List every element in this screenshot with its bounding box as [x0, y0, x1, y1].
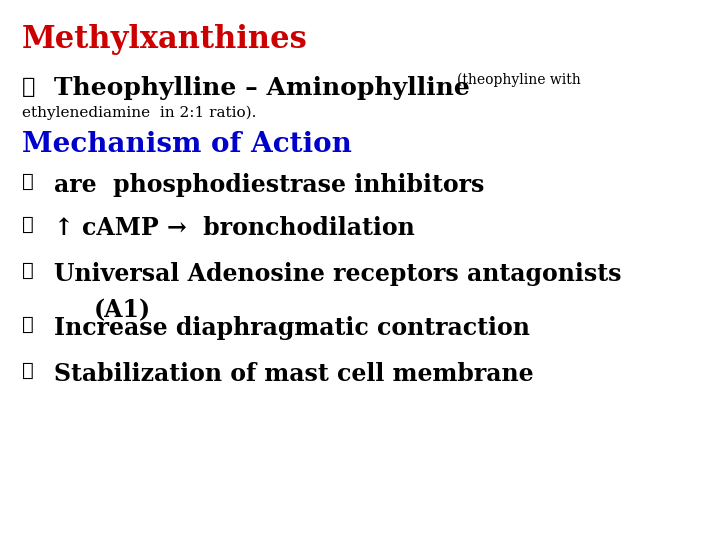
Text: ➤: ➤: [22, 362, 33, 380]
Text: ↑ cAMP →  bronchodilation: ↑ cAMP → bronchodilation: [54, 216, 415, 240]
Text: Theophylline – Aminophylline: Theophylline – Aminophylline: [54, 76, 470, 99]
Text: ➤: ➤: [22, 262, 33, 280]
Text: ➤: ➤: [22, 216, 33, 234]
Text: ethylenediamine  in 2:1 ratio).: ethylenediamine in 2:1 ratio).: [22, 105, 256, 120]
Text: Increase diaphragmatic contraction: Increase diaphragmatic contraction: [54, 316, 530, 340]
Text: (theophyline with: (theophyline with: [457, 73, 581, 87]
Text: Universal Adenosine receptors antagonists: Universal Adenosine receptors antagonist…: [54, 262, 621, 286]
Text: Mechanism of Action: Mechanism of Action: [22, 131, 351, 158]
Text: are  phosphodiestrase inhibitors: are phosphodiestrase inhibitors: [54, 173, 485, 197]
Text: (A1): (A1): [94, 298, 150, 322]
Text: Methylxanthines: Methylxanthines: [22, 24, 307, 55]
Text: Stabilization of mast cell membrane: Stabilization of mast cell membrane: [54, 362, 534, 386]
Text: ➤: ➤: [22, 316, 33, 334]
Text: ➤: ➤: [22, 173, 33, 191]
Text: ➤: ➤: [22, 76, 35, 98]
